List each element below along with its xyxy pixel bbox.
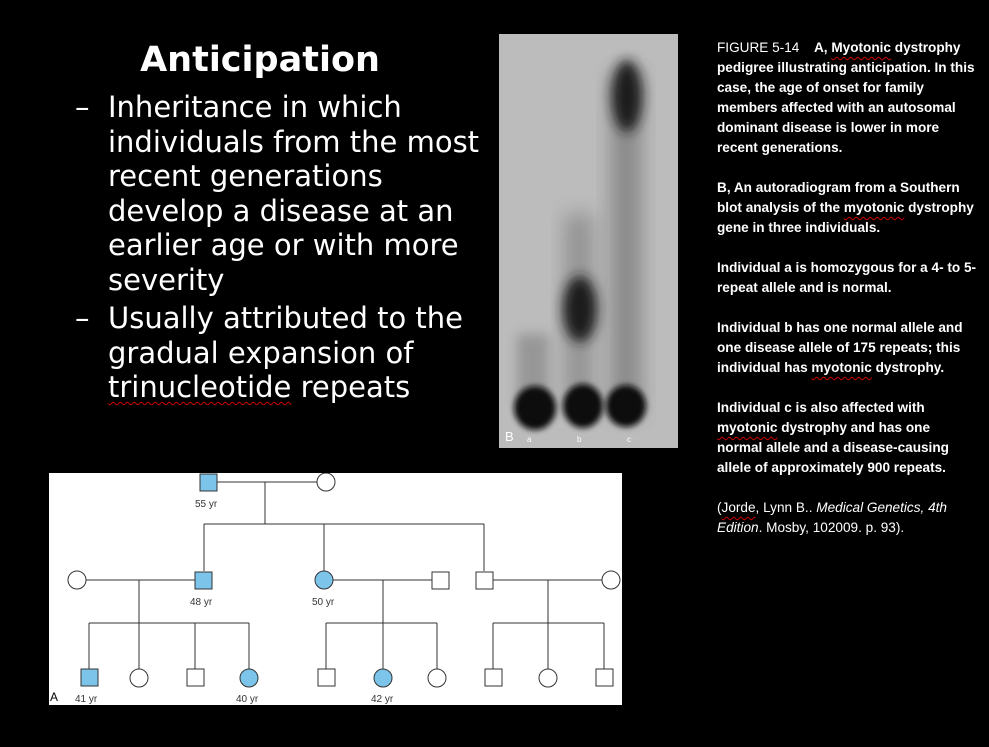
caption-ind-c-prefix: Individual c is also affected with bbox=[717, 400, 925, 415]
age-label: 42 yr bbox=[371, 694, 394, 705]
pedigree-chart: 55 yr 48 yr 50 yr 41 yr 40 yr 42 yr A bbox=[49, 473, 622, 705]
affected-female-symbol bbox=[373, 668, 393, 688]
caption-individual-b: Individual b has one normal allele and o… bbox=[717, 318, 979, 378]
affected-female-symbol bbox=[314, 570, 334, 590]
spellcheck-word: Jorde bbox=[721, 500, 756, 515]
caption-ind-b-suffix: dystrophy. bbox=[871, 360, 945, 375]
unaffected-male-symbol bbox=[317, 668, 336, 687]
figure-number: FIGURE 5-14 bbox=[717, 40, 800, 55]
bullet-item: – Usually attributed to the gradual expa… bbox=[75, 301, 495, 405]
unaffected-male-symbol bbox=[186, 668, 205, 687]
citation: (Jorde, Lynn B.. Medical Genetics, 4th E… bbox=[717, 498, 979, 538]
cite-book-title: Medical Genetics, 4th Edition bbox=[717, 500, 947, 535]
affected-male-symbol bbox=[199, 473, 218, 492]
bullet-text: Inheritance in which individuals from th… bbox=[108, 90, 480, 297]
age-label: 50 yr bbox=[312, 597, 335, 608]
unaffected-female-symbol bbox=[427, 668, 447, 688]
spellcheck-word: myotonic bbox=[811, 360, 872, 375]
caption-b-text: dystrophy gene in three individuals. bbox=[717, 200, 974, 235]
slide-title: Anticipation bbox=[140, 40, 380, 80]
bullet-text: Usually attributed to the gradual expans… bbox=[108, 301, 464, 370]
unaffected-male-symbol bbox=[475, 571, 494, 590]
caption-part-b: B, An autoradiogram from a Southern blot… bbox=[717, 178, 979, 238]
spellcheck-word: trinucleotide bbox=[108, 370, 292, 404]
caption-individual-a: Individual a is homozygous for a 4- to 5… bbox=[717, 260, 977, 295]
spellcheck-word: myotonic bbox=[843, 200, 905, 215]
age-label: 55 yr bbox=[195, 499, 218, 510]
caption-part-a: FIGURE 5-14 A, Myotonic dystrophy pedigr… bbox=[717, 38, 979, 158]
age-label: 41 yr bbox=[75, 694, 98, 705]
bullet-list: – Inheritance in which individuals from … bbox=[75, 90, 495, 409]
figure-caption: FIGURE 5-14 A, Myotonic dystrophy pedigr… bbox=[717, 38, 979, 558]
bullet-text-suffix: repeats bbox=[291, 370, 411, 404]
bullet-dash: – bbox=[75, 90, 90, 124]
age-label: 48 yr bbox=[190, 597, 213, 608]
affected-male-symbol bbox=[80, 668, 99, 687]
caption-ind-c-suffix: dystrophy and has one normal allele and … bbox=[717, 420, 949, 475]
cite-after-author: , Lynn B.. bbox=[755, 500, 817, 515]
cite-open: ( bbox=[717, 500, 722, 515]
unaffected-female-symbol bbox=[316, 473, 336, 492]
unaffected-female-symbol bbox=[538, 668, 558, 688]
bullet-item: – Inheritance in which individuals from … bbox=[75, 90, 495, 297]
caption-b-prefix: B, An autoradiogram from a Southern blot… bbox=[717, 180, 960, 215]
blot-panel-label: B bbox=[505, 429, 514, 444]
lane-label-b: b bbox=[577, 435, 582, 444]
cite-rest: . Mosby, 102009. p. 93). bbox=[758, 520, 905, 535]
unaffected-male-symbol bbox=[484, 668, 503, 687]
affected-male-symbol bbox=[194, 571, 213, 590]
unaffected-female-symbol bbox=[67, 570, 87, 590]
lane-label-a: a bbox=[527, 435, 532, 444]
unaffected-female-symbol bbox=[129, 668, 149, 688]
age-label: 40 yr bbox=[236, 694, 259, 705]
unaffected-male-symbol bbox=[431, 571, 450, 590]
bullet-dash: – bbox=[75, 301, 90, 335]
pedigree-panel-label: A bbox=[50, 690, 58, 704]
spellcheck-word: Myotonic bbox=[831, 40, 891, 55]
pedigree-lines bbox=[86, 481, 605, 669]
affected-female-symbol bbox=[239, 668, 259, 688]
unaffected-female-symbol bbox=[601, 570, 621, 590]
unaffected-male-symbol bbox=[595, 668, 614, 687]
caption-individual-c: Individual c is also affected with myoto… bbox=[717, 398, 979, 478]
lane-label-c: c bbox=[627, 435, 631, 444]
spellcheck-word: myotonic bbox=[717, 420, 778, 435]
caption-a-prefix: A, bbox=[813, 40, 832, 55]
caption-a-text: dystrophy pedigree illustrating anticipa… bbox=[717, 40, 975, 155]
caption-ind-b-prefix: Individual b has one normal allele and o… bbox=[717, 320, 963, 375]
southern-blot-image: B a b c bbox=[499, 34, 678, 448]
